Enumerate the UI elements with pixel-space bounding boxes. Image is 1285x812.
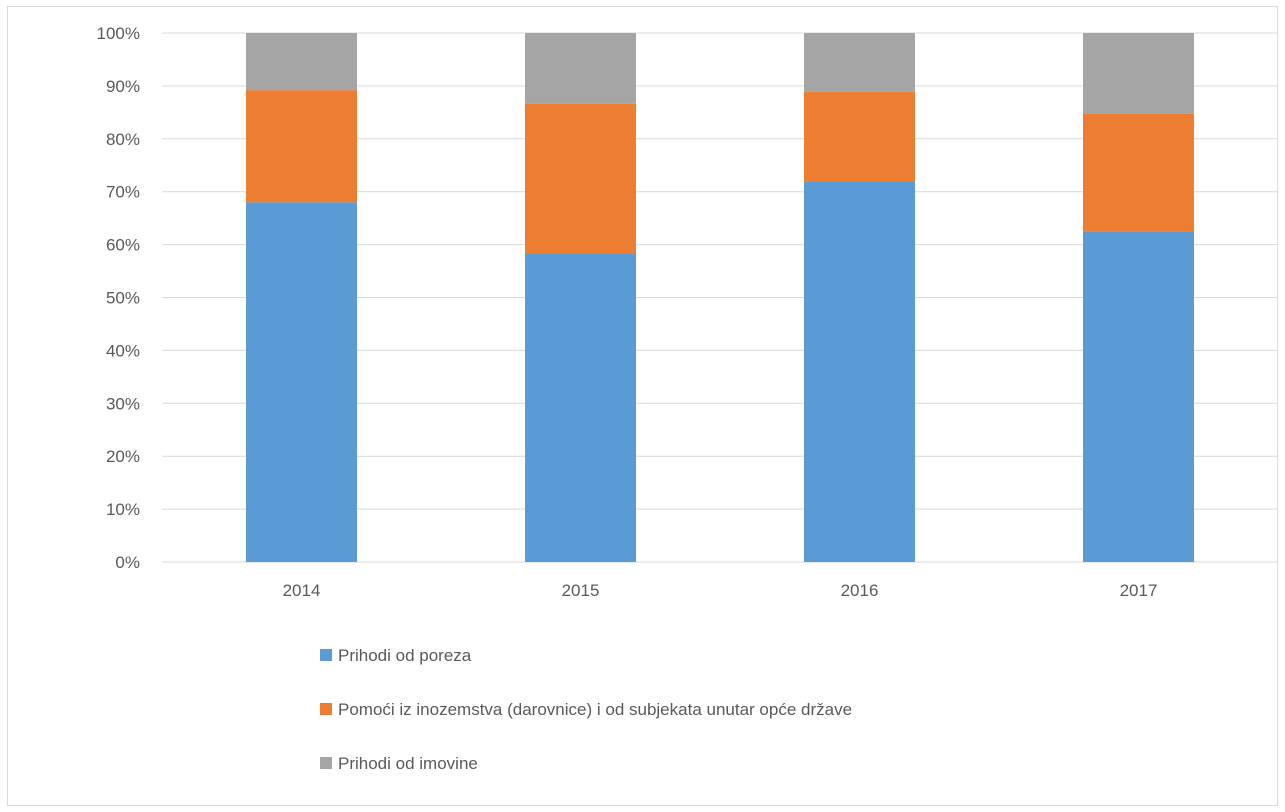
chart-frame — [7, 6, 1278, 806]
bar-segment-2016-1 — [804, 181, 915, 562]
x-tick-label: 2016 — [841, 581, 879, 600]
y-tick-label: 50% — [106, 289, 140, 308]
bar-segment-2014-1 — [246, 202, 357, 562]
legend-swatch — [320, 649, 332, 661]
y-tick-label: 70% — [106, 183, 140, 202]
legend-label: Prihodi od poreza — [338, 646, 472, 665]
y-tick-label: 90% — [106, 77, 140, 96]
bar-segment-2016-2 — [804, 91, 915, 182]
legend-label: Prihodi od imovine — [338, 754, 478, 773]
legend-swatch — [320, 703, 332, 715]
y-tick-label: 80% — [106, 130, 140, 149]
bar-segment-2015-1 — [525, 253, 636, 562]
y-tick-label: 40% — [106, 341, 140, 360]
bar-segment-2016-3 — [804, 33, 915, 92]
bar-segment-2017-1 — [1083, 231, 1194, 562]
y-tick-label: 60% — [106, 236, 140, 255]
y-tick-label: 20% — [106, 447, 140, 466]
x-tick-label: 2015 — [562, 581, 600, 600]
legend: Prihodi od poreza Pomoći iz inozemstva (d… — [320, 646, 852, 773]
bars — [246, 33, 1194, 562]
x-tick-label: 2017 — [1120, 581, 1158, 600]
bar-segment-2017-2 — [1083, 113, 1194, 232]
legend-swatch — [320, 757, 332, 769]
bar-segment-2014-2 — [246, 90, 357, 203]
y-tick-label: 100% — [97, 24, 140, 43]
legend-label: Pomoći iz inozemstva (darovnice) i od su… — [338, 700, 852, 719]
bar-segment-2017-3 — [1083, 33, 1194, 114]
bar-segment-2014-3 — [246, 33, 357, 91]
x-tick-label: 2014 — [283, 581, 321, 600]
bar-segment-2015-2 — [525, 103, 636, 254]
axes: 0% 10% 20% 30% 40% 50% 60% 70% 80% 90% 100% 2014 201… — [97, 24, 1158, 600]
y-tick-label: 30% — [106, 394, 140, 413]
y-tick-label: 10% — [106, 500, 140, 519]
y-tick-label: 0% — [115, 553, 140, 572]
bar-segment-2015-3 — [525, 33, 636, 104]
